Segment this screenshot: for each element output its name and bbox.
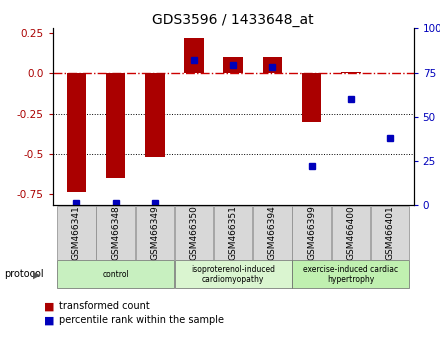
Text: GSM466351: GSM466351 [229,205,238,260]
FancyBboxPatch shape [175,206,213,259]
FancyBboxPatch shape [293,261,409,288]
Text: exercise-induced cardiac
hypertrophy: exercise-induced cardiac hypertrophy [303,265,398,284]
Bar [184,38,204,73]
Text: ■: ■ [44,315,55,325]
FancyBboxPatch shape [253,206,292,259]
Text: GSM466350: GSM466350 [190,205,198,260]
Text: GSM466394: GSM466394 [268,205,277,260]
FancyBboxPatch shape [57,261,174,288]
Text: percentile rank within the sample: percentile rank within the sample [59,315,224,325]
Bar [224,57,243,73]
Bar [106,73,125,178]
Text: GSM466400: GSM466400 [346,205,356,260]
FancyBboxPatch shape [96,206,135,259]
Text: GSM466349: GSM466349 [150,205,159,260]
Text: GSM466341: GSM466341 [72,205,81,260]
Text: protocol: protocol [4,269,44,279]
FancyBboxPatch shape [293,206,331,259]
Bar [263,57,282,73]
Text: ▶: ▶ [33,269,40,279]
FancyBboxPatch shape [214,206,253,259]
Bar [302,73,322,122]
FancyBboxPatch shape [136,206,174,259]
Text: isoproterenol-induced
cardiomyopathy: isoproterenol-induced cardiomyopathy [191,265,275,284]
FancyBboxPatch shape [371,206,409,259]
Bar [341,72,361,73]
FancyBboxPatch shape [332,206,370,259]
Text: control: control [102,270,129,279]
Text: GSM466348: GSM466348 [111,205,120,260]
Text: GSM466399: GSM466399 [307,205,316,260]
Text: ■: ■ [44,301,55,311]
Text: GSM466401: GSM466401 [385,205,395,260]
FancyBboxPatch shape [57,206,95,259]
Title: GDS3596 / 1433648_at: GDS3596 / 1433648_at [152,13,314,27]
Text: transformed count: transformed count [59,301,150,311]
Bar [66,73,86,193]
FancyBboxPatch shape [175,261,292,288]
Bar [145,73,165,157]
